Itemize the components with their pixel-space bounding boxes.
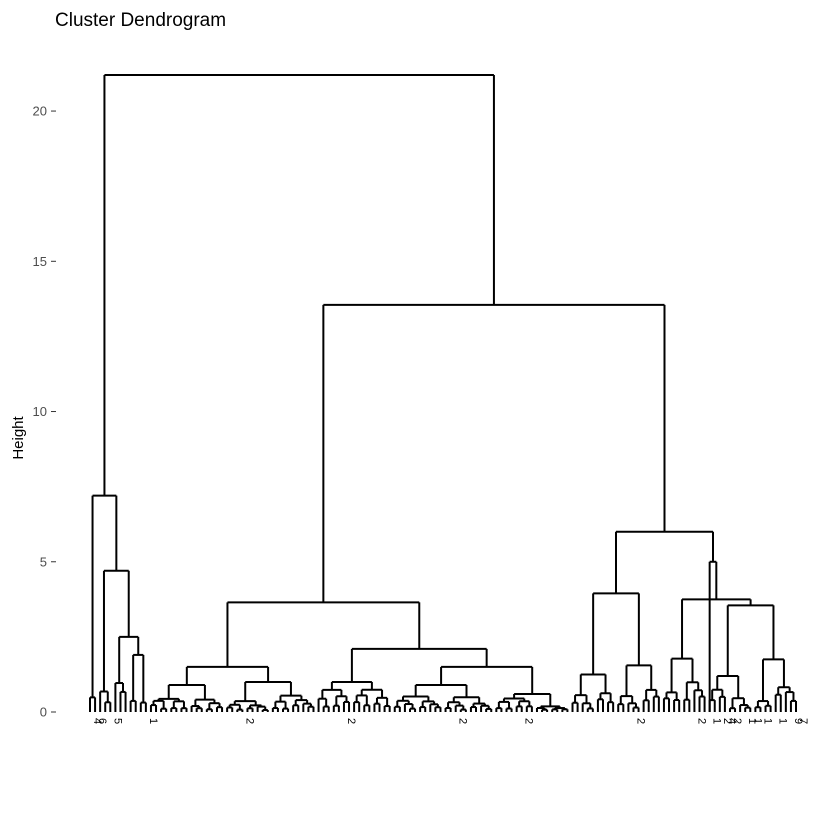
leaf-label: 2	[695, 718, 707, 724]
leaf-label: 2	[634, 718, 646, 724]
y-tick-label: 5	[40, 554, 47, 569]
leaf-label: 2	[243, 718, 255, 724]
leaf-label: 7	[797, 718, 809, 724]
leaf-label: 2	[457, 718, 469, 724]
y-tick-label: 20	[33, 104, 47, 119]
leaf-label: 4	[91, 718, 103, 724]
leaf-label: 4	[726, 718, 738, 724]
y-tick-label: 10	[33, 404, 47, 419]
y-tick-label: 15	[33, 254, 47, 269]
y-axis: 0 5 10 15 20	[33, 104, 56, 720]
leaf-label: 2	[721, 718, 733, 724]
y-tick-label: 0	[40, 705, 47, 720]
leaf-label: 5	[111, 718, 123, 724]
leaf-label: 1	[147, 718, 159, 724]
leaf-label: 6	[96, 718, 108, 724]
dendrogram-branches	[89, 74, 797, 712]
leaf-label: 1	[777, 718, 789, 724]
leaf-label: 1	[761, 718, 773, 724]
leaf-label: 2	[731, 718, 743, 724]
leaf-label: 2	[345, 718, 357, 724]
leaf-label: 1	[751, 718, 763, 724]
leaf-label: 1	[711, 718, 723, 724]
leaf-label: 2	[523, 718, 535, 724]
y-axis-label: Height	[10, 415, 27, 459]
leaf-label: 1	[746, 718, 758, 724]
leaf-label: 9	[792, 718, 804, 724]
chart-title: Cluster Dendrogram	[55, 10, 226, 31]
